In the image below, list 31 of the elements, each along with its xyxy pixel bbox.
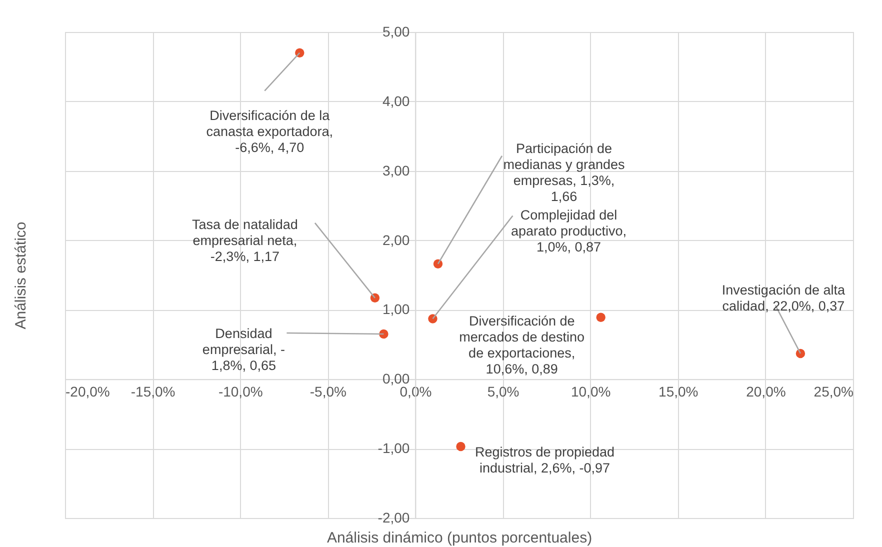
annotation: Diversificación de la canasta exportadora, -6,6%, 4,70 xyxy=(206,108,334,155)
x-tick-label: -20,0% xyxy=(66,384,110,400)
annotation: Tasa de natalidad empresarial neta, -2,3%, 1,17 xyxy=(192,216,298,264)
annotation: Diversificación de mercados de destino de exportaciones, 10,6%, 0,89 xyxy=(459,313,585,376)
y-tick-label: 2,00 xyxy=(382,232,410,248)
annotation: Complejidad del aparato productivo, 1,0%, 0,87 xyxy=(510,208,627,255)
x-tick-label: 25,0% xyxy=(814,384,854,400)
y-tick-label: 4,00 xyxy=(382,92,410,109)
x-tick-label: -5,0% xyxy=(310,384,346,400)
y-tick-label: 1,00 xyxy=(382,301,410,318)
x-tick-label: 15,0% xyxy=(658,384,698,400)
annotation: Participación de medianas y grandes empresas, 1,3%, 1,66 xyxy=(503,140,626,204)
point xyxy=(379,329,388,339)
point xyxy=(456,442,466,452)
x-tick-label: -10,0% xyxy=(218,384,263,400)
y-tick-label: -2,00 xyxy=(378,510,410,526)
annotation: Investigación de alta calidad, 22,0%, 0,37 xyxy=(722,282,846,314)
x-tick-label: 5,0% xyxy=(487,384,520,400)
x-tick-label: -15,0% xyxy=(130,384,176,400)
x-tick-label: 20,0% xyxy=(746,384,786,400)
y-axis-title: Análisis estático xyxy=(12,222,30,330)
point xyxy=(433,259,443,268)
annotation: Registros de propiedad industrial, 2,6%, -0,97 xyxy=(474,444,615,476)
y-tick-label: -1,00 xyxy=(378,440,410,456)
x-tick-label: 10,0% xyxy=(570,384,611,400)
x-axis-title: Análisis dinámico (puntos porcentuales) xyxy=(326,530,592,546)
y-tick-label: 3,00 xyxy=(382,162,410,178)
point xyxy=(596,312,606,322)
annotation: Densidad empresarial, - 1,8%, 0,65 xyxy=(202,326,285,374)
y-tick-label: 5,00 xyxy=(382,24,410,40)
point xyxy=(370,293,380,303)
